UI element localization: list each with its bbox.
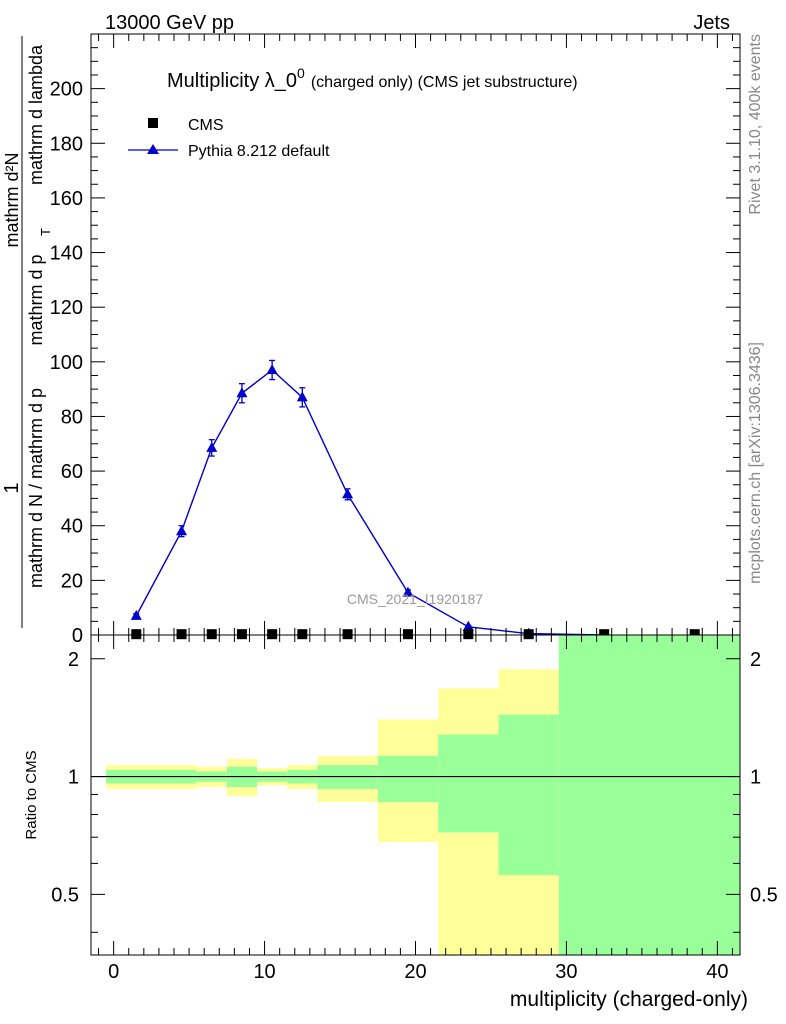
main-title-text: Multiplicity λ_0: [167, 70, 297, 92]
pythia-point: [342, 488, 354, 499]
legend-pythia-label: Pythia 8.212 default: [188, 143, 330, 160]
cms-point: [523, 629, 534, 640]
cms-point: [463, 629, 474, 640]
ratio-plot-content: [91, 635, 740, 955]
x-tick-label: 20: [404, 961, 426, 983]
main-y-tick-label: 200: [50, 79, 83, 101]
main-y-axis: 0 20 40 60 80 100 120 140 160 180 200: [50, 33, 740, 647]
main-y-tick-label: 40: [61, 516, 83, 538]
pythia-point: [462, 620, 474, 631]
header-left-label: 13000 GeV pp: [105, 12, 234, 34]
ratio-y-tick-label-right: 2: [750, 649, 761, 671]
main-title: Multiplicity λ_00 (charged only) (CMS jet…: [167, 65, 578, 92]
x-tick-label: 40: [706, 961, 728, 983]
main-y-tick-label: 80: [61, 406, 83, 428]
main-title-paren: (charged only) (CMS jet substructure): [311, 74, 578, 91]
cms-point: [206, 629, 217, 640]
ratio-y-tick-label: 2: [68, 649, 79, 671]
pythia-point: [206, 441, 218, 452]
analysis-watermark: CMS_2021_I1920187: [347, 591, 483, 607]
cms-point: [342, 629, 353, 640]
pythia-point: [266, 364, 278, 375]
cms-point: [402, 629, 413, 640]
legend-cms-label: CMS: [188, 117, 224, 134]
legend: CMS Pythia 8.212 default: [128, 117, 330, 160]
pythia-point: [176, 525, 188, 536]
main-y-tick-label: 180: [50, 133, 83, 155]
ratio-y-tick-label-right: 0.5: [750, 884, 778, 906]
main-y-tick-label: 60: [61, 461, 83, 483]
ratio-y-tick-label: 0.5: [51, 884, 79, 906]
x-tick-label: 0: [108, 961, 119, 983]
ratio-y-tick-label: 1: [68, 767, 79, 789]
ratio-y-tick-label-right: 1: [750, 767, 761, 789]
y-label-num: 1: [1, 482, 23, 493]
main-y-tick-label: 0: [72, 625, 83, 647]
main-panel: 0 20 40 60 80 100 120 140 160 180 200 Multiplicity…: [1, 33, 741, 647]
main-x-ticks: [98, 34, 733, 635]
pythia-point: [296, 391, 308, 402]
y-label-big-num: mathrm d²N: [2, 152, 22, 247]
rivet-version-label: Rivet 3.1.10, 400k events: [747, 34, 764, 215]
main-y-tick-label: 120: [50, 297, 83, 319]
cms-point: [297, 629, 308, 640]
pythia-point: [236, 387, 248, 398]
x-tick-label: 10: [253, 961, 275, 983]
cms-point: [236, 629, 247, 640]
pythia-point: [130, 609, 142, 620]
legend-cms-marker-icon: [148, 118, 158, 128]
ratio-panel: 0.5 0.5 1 1 2 2 0 10 20 30 40 Ratio to CMS multip…: [23, 634, 778, 1011]
main-y-tick-label: 100: [50, 352, 83, 374]
ratio-y-axis: 0.5 0.5 1 1 2 2: [51, 649, 778, 933]
main-title-sup: 0: [297, 65, 305, 81]
main-y-label: 1 mathrm d N / mathrm d p mathrm d²N mat…: [1, 36, 53, 628]
x-axis-label: multiplicity (charged-only): [510, 988, 748, 1011]
header-right-label: Jets: [693, 12, 730, 34]
y-label-big-tail: mathrm d lambda: [26, 44, 46, 185]
pythia-point: [402, 586, 414, 597]
main-y-tick-label: 20: [61, 570, 83, 592]
main-y-tick-label: 140: [50, 243, 83, 265]
cms-point: [599, 629, 610, 640]
y-label-big-den: mathrm d p: [26, 254, 46, 345]
main-y-tick-label: 160: [50, 188, 83, 210]
cms-point: [131, 629, 142, 640]
cms-point: [689, 629, 700, 640]
ratio-x-axis: 0 10 20 30 40: [98, 635, 733, 983]
ratio-band-inner: [558, 635, 740, 955]
legend-pythia-marker-icon: [147, 144, 159, 154]
cms-point: [267, 629, 278, 640]
cms-point: [176, 629, 187, 640]
y-label-subscript: T: [38, 228, 53, 236]
ratio-y-label: Ratio to CMS: [23, 750, 40, 839]
ratio-band-inner: [377, 755, 439, 803]
x-tick-label: 30: [555, 961, 577, 983]
ratio-band-inner: [498, 714, 559, 876]
y-label-den: mathrm d N / mathrm d p: [26, 388, 46, 588]
mcplots-label: mcplots.cern.ch [arXiv:1306.3436]: [747, 342, 764, 584]
ratio-band-inner: [438, 734, 499, 833]
